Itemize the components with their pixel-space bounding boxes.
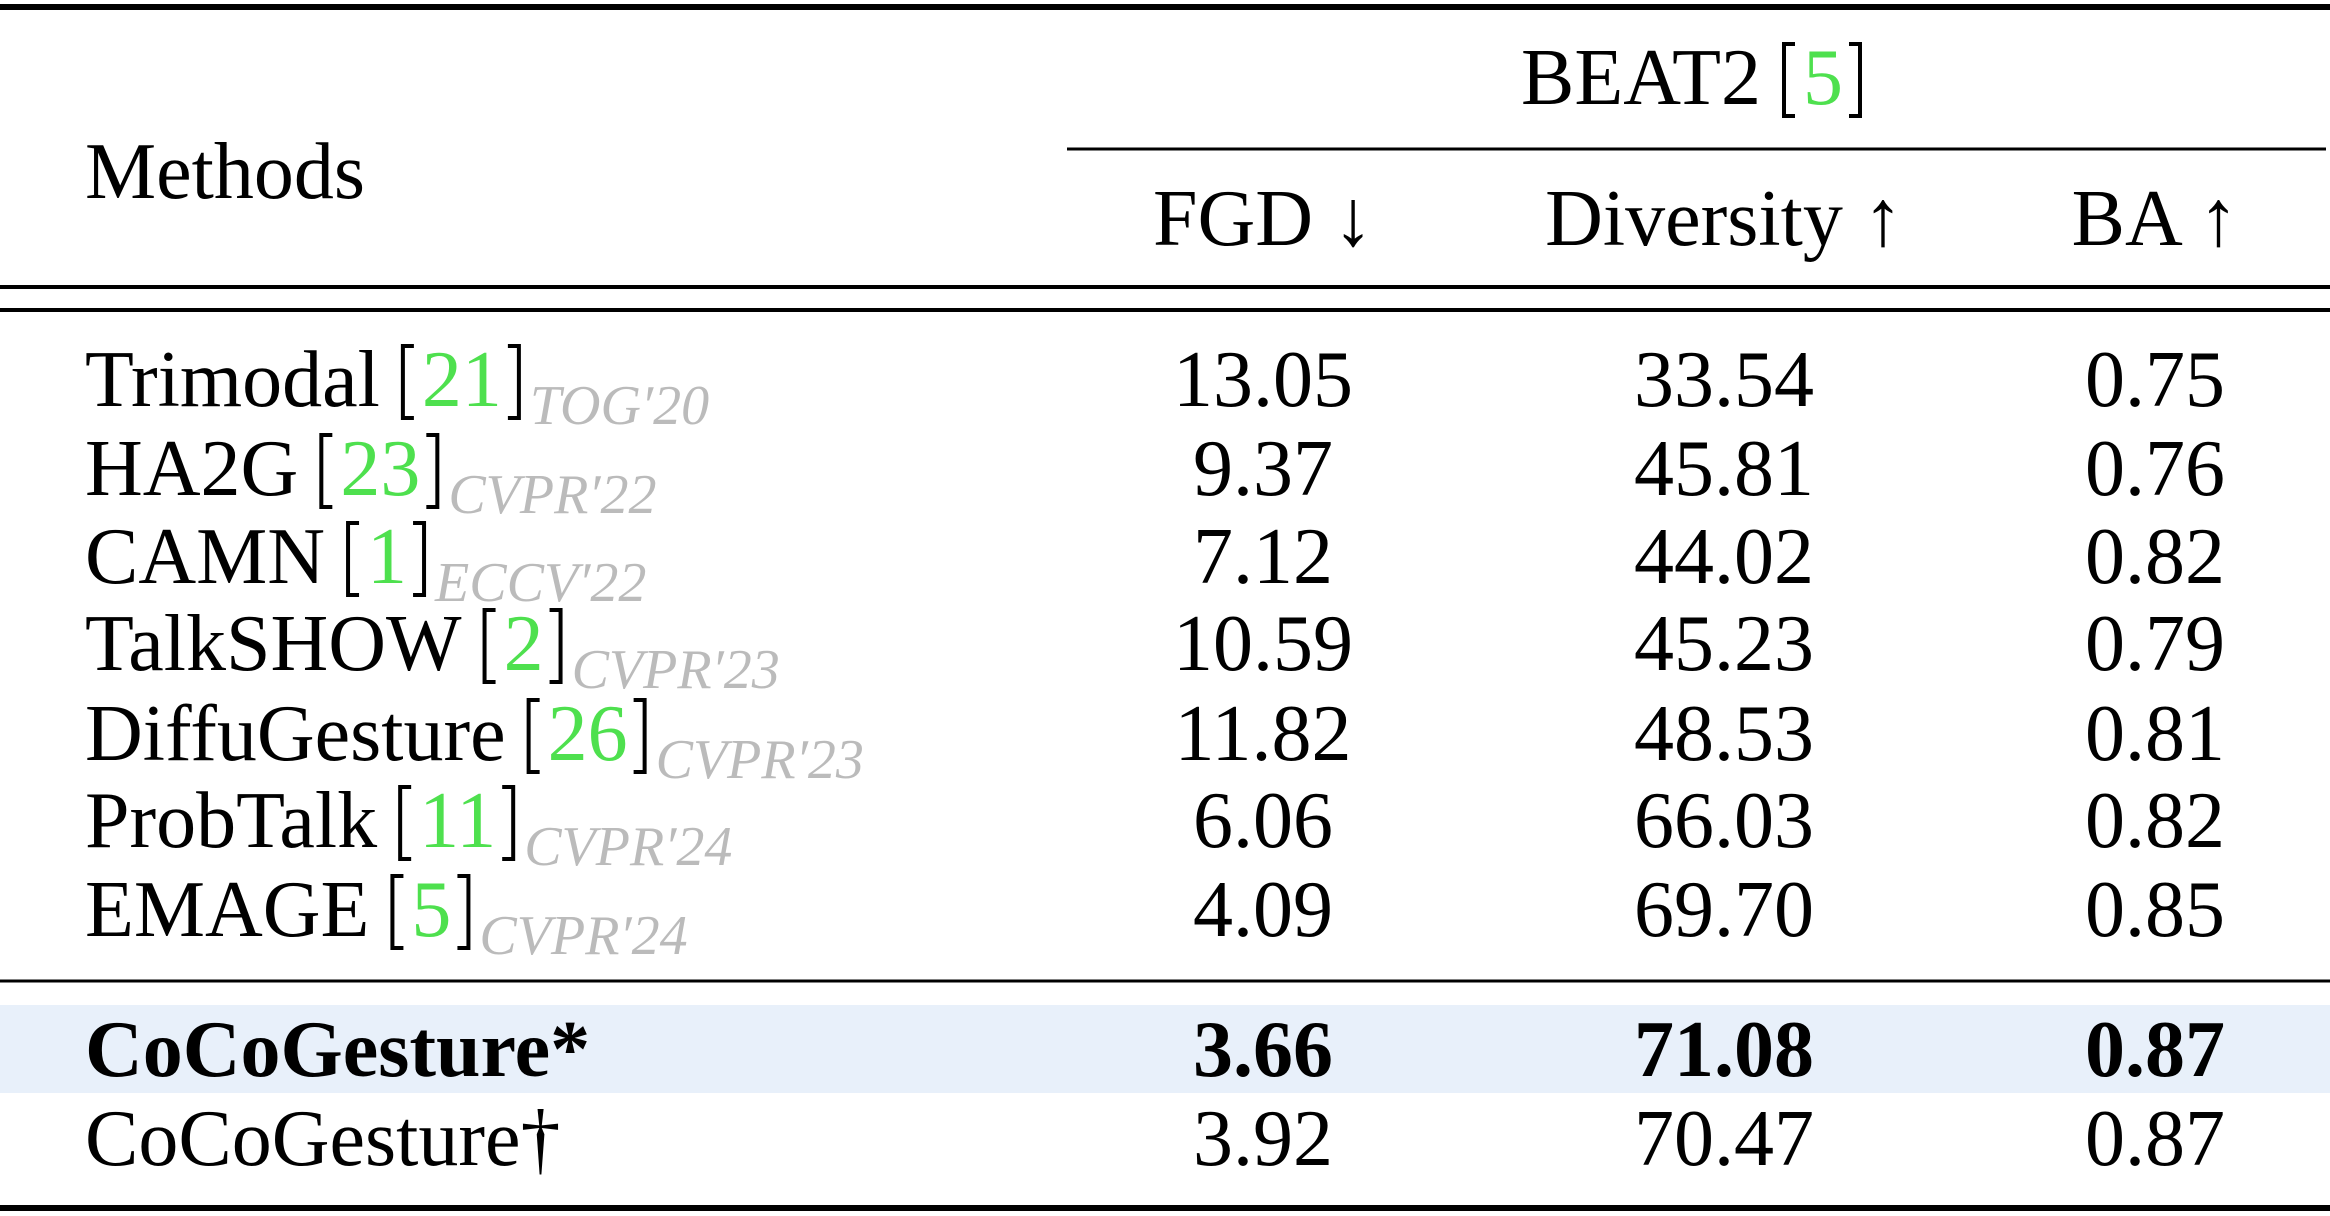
bracket (400, 344, 414, 420)
cell-value: 48.53 (1634, 690, 1814, 778)
row-highlight (0, 1005, 2330, 1093)
cell-value: 0.79 (2085, 600, 2225, 688)
cell-value: 0.81 (2085, 690, 2225, 778)
cell-value: 0.87 (2085, 1006, 2225, 1094)
cell-value: 71.08 (1634, 1006, 1814, 1094)
bracket (457, 874, 471, 950)
bracket (390, 874, 404, 950)
venue: CVPR′22 (448, 464, 656, 526)
method-name: EMAGE (85, 866, 369, 954)
venue: TOG′20 (530, 375, 709, 437)
cell-value: 45.81 (1634, 425, 1814, 513)
cell-value: 0.75 (2085, 336, 2225, 424)
method-name: ProbTalk (85, 777, 377, 865)
method-name: TalkSHOW (85, 600, 462, 688)
bracket (549, 608, 563, 684)
cell-value: 10.59 (1173, 600, 1353, 688)
column-header: BA ↑ (2072, 175, 2239, 263)
citation: 23 (340, 425, 420, 513)
cell-value: 4.09 (1193, 866, 1333, 954)
cell-value: 0.82 (2085, 513, 2225, 601)
group-ref: 5 (1803, 34, 1843, 122)
cell-value: 6.06 (1193, 777, 1333, 865)
cell-value: 7.12 (1193, 513, 1333, 601)
cell-value: 44.02 (1634, 513, 1814, 601)
group-header: BEAT2 (1521, 34, 1761, 122)
citation: 2 (504, 600, 544, 688)
bracket (482, 608, 496, 684)
method-name: DiffuGesture (85, 690, 506, 778)
cell-value: 0.87 (2085, 1095, 2225, 1183)
cell-value: 9.37 (1193, 425, 1333, 513)
citation: 1 (367, 513, 407, 601)
bracket (507, 344, 521, 420)
venue: CVPR′23 (572, 639, 780, 701)
bracket (633, 698, 647, 774)
cell-value: 33.54 (1634, 336, 1814, 424)
method-name: CoCoGesture† (85, 1095, 561, 1183)
bracket (1849, 42, 1862, 118)
cell-value: 45.23 (1634, 600, 1814, 688)
cell-value: 13.05 (1173, 336, 1353, 424)
cell-value: 0.76 (2085, 425, 2225, 513)
cell-value: 0.85 (2085, 866, 2225, 954)
citation: 26 (548, 690, 628, 778)
bracket (346, 521, 360, 597)
bracket (398, 785, 412, 861)
method-name: Trimodal (85, 336, 380, 424)
method-name: HA2G (85, 425, 298, 513)
bracket (526, 698, 540, 774)
bracket (413, 521, 427, 597)
cell-value: 69.70 (1634, 866, 1814, 954)
cell-value: 3.92 (1193, 1095, 1333, 1183)
citation: 21 (422, 336, 502, 424)
venue: ECCV′22 (434, 552, 646, 614)
column-header: FGD ↓ (1153, 175, 1373, 263)
citation: 5 (411, 866, 451, 954)
column-header: Diversity ↑ (1545, 175, 1903, 263)
methods-header: Methods (85, 128, 365, 216)
bracket (1782, 42, 1795, 118)
method-name: CoCoGesture* (85, 1006, 590, 1094)
cell-value: 11.82 (1174, 690, 1351, 778)
cell-value: 66.03 (1634, 777, 1814, 865)
cell-value: 0.82 (2085, 777, 2225, 865)
cell-value: 70.47 (1634, 1095, 1814, 1183)
venue: CVPR′24 (524, 816, 732, 878)
bracket (319, 433, 333, 509)
venue: CVPR′23 (656, 729, 864, 791)
citation: 11 (419, 777, 496, 865)
bracket (502, 785, 516, 861)
bracket (426, 433, 440, 509)
cell-value: 3.66 (1193, 1006, 1333, 1094)
method-name: CAMN (85, 513, 325, 601)
venue: CVPR′24 (479, 905, 687, 967)
